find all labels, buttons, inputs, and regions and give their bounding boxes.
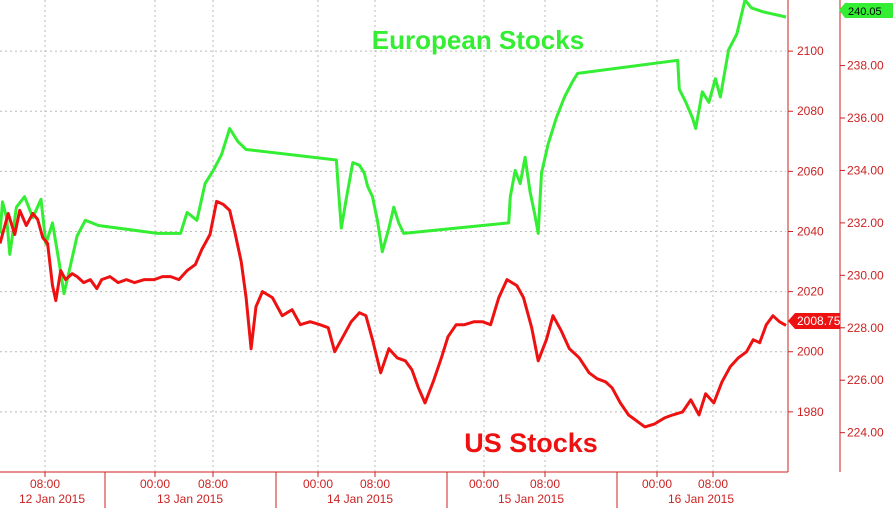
eu-axis-tick-label: 226.00 [847,373,884,387]
last-value-us-badge: 2008.75 [788,313,841,329]
x-axis-date-label: 13 Jan 2015 [157,492,223,506]
last-value-european-bg [839,3,893,18]
eu-axis-tick-label: 232.00 [847,216,884,230]
x-axis-time-label: 08:00 [198,477,228,491]
last-value-european-label: 240.05 [848,6,882,18]
x-axis-time-label: 00:00 [140,477,170,491]
x-axis-time-label: 00:00 [642,477,672,491]
eu-axis-tick-label: 230.00 [847,268,884,282]
us-axis-tick-label: 2000 [797,345,824,359]
us-axis-tick-label: 1980 [797,405,824,419]
eu-axis-tick-label: 224.00 [847,426,884,440]
x-axis-date-label: 12 Jan 2015 [19,492,85,506]
x-axis-time-label: 00:00 [469,477,499,491]
x-axis-date-label: 15 Jan 2015 [498,492,564,506]
us-axis-tick-label: 2060 [797,164,824,178]
european-stocks-line [0,0,787,296]
x-axis-time-label: 00:00 [303,477,333,491]
x-axis-time-label: 08:00 [698,477,728,491]
last-value-us-label: 2008.75 [797,314,841,328]
eu-axis-tick-label: 228.00 [847,321,884,335]
us-axis-tick-label: 2100 [797,44,824,58]
eu-axis-tick-label: 234.00 [847,163,884,177]
eu-axis-tick-label: 238.00 [847,59,884,73]
series-layer [0,0,787,429]
x-axis-date-label: 14 Jan 2015 [327,492,393,506]
us-stocks-annotation: US Stocks [464,428,598,458]
last-value-us-bg [788,313,840,329]
us-axis-tick-label: 2040 [797,224,824,238]
gridlines [0,0,786,472]
eu-axis-tick-label: 236.00 [847,111,884,125]
us-axis-tick-label: 2080 [797,104,824,118]
us-stocks-line [0,199,787,429]
x-axis-time-label: 08:00 [30,477,60,491]
last-value-european-badge: 240.05 [839,3,893,18]
x-axis-time-label: 08:00 [530,477,560,491]
us-axis-tick-label: 2020 [797,285,824,299]
x-axis-date-label: 16 Jan 2015 [668,492,734,506]
x-axis-time-label: 08:00 [360,477,390,491]
european-stocks-annotation: European Stocks [372,25,584,55]
